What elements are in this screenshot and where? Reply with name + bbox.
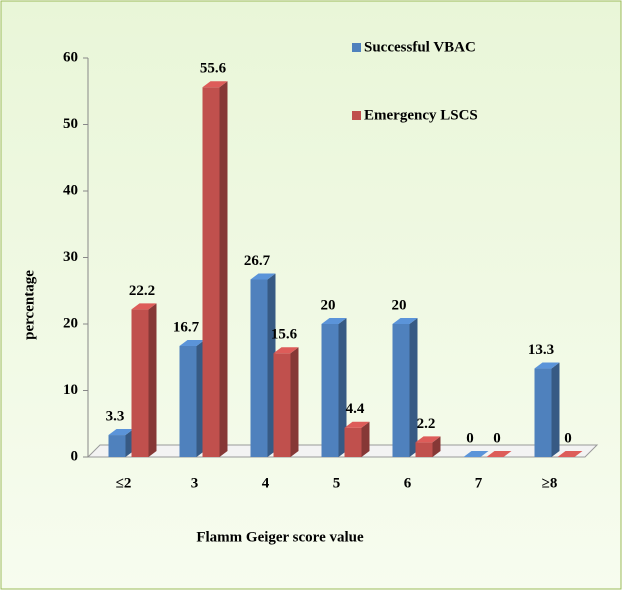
bar-top [179,339,205,346]
bar-front [108,435,126,457]
bar-top [321,318,347,324]
legend-swatch [352,43,361,52]
bar-side [338,318,347,457]
y-tick-label: 40 [63,182,78,198]
y-tick-label: 60 [63,49,78,65]
bar-top [392,318,418,324]
y-tick-label: 50 [63,116,78,132]
bar-front [392,324,410,457]
y-tick-label: 0 [71,448,79,464]
bar-side [551,362,560,457]
bar-side [409,318,418,457]
bar-side [361,421,370,457]
value-label: 15.6 [271,327,298,343]
bar-side [290,347,299,457]
legend-label: Successful VBAC [364,39,476,55]
x-tick-label: ≤2 [116,475,132,491]
y-axis-title: percentage [21,270,37,340]
bar-top [534,362,560,369]
bar-top [344,421,370,428]
bar-top [463,451,489,457]
y-tick-label: 10 [63,382,78,398]
bar-front [273,353,291,457]
bar-front [344,427,362,457]
value-label: 20 [321,297,336,313]
x-tick-label: 3 [191,475,199,491]
bar-top [202,81,228,88]
value-label: 16.7 [173,319,200,335]
x-tick-label: 6 [404,475,412,491]
value-label: 3.3 [106,408,125,424]
bar-top [557,451,583,457]
bar-front [250,279,268,457]
bar-top [131,303,157,310]
value-label: 20 [392,297,407,313]
bar-front [321,324,339,457]
bar-front [534,368,552,457]
bar-top [250,273,276,280]
x-tick-label: ≥8 [542,475,558,491]
bar-top [486,451,512,457]
x-tick-label: 7 [475,475,483,491]
bar-top [273,347,299,354]
value-label: 2.2 [417,416,436,432]
bar-top [108,429,134,436]
value-label: 4.4 [346,401,365,417]
value-label: 0 [493,430,501,446]
value-label: 55.6 [200,61,227,77]
bar-side [148,303,157,457]
bar-top [415,436,441,443]
bar-front [202,87,220,457]
x-tick-label: 4 [262,475,270,491]
value-label: 0 [564,430,572,446]
value-label: 26.7 [244,253,271,269]
y-tick-label: 20 [63,315,78,331]
legend-swatch [352,111,361,120]
x-tick-label: 5 [333,475,341,491]
value-label: 22.2 [129,283,155,299]
value-label: 0 [466,430,474,446]
bar-side [219,81,228,457]
bar-side [432,436,441,457]
bar-front [179,345,197,457]
legend-label: Emergency LSCS [364,107,478,123]
bar-front [415,442,433,457]
bar-front [131,309,149,457]
value-label: 13.3 [528,342,554,358]
x-axis-title: Flamm Geiger score value [196,529,364,545]
y-tick-label: 30 [63,249,78,265]
